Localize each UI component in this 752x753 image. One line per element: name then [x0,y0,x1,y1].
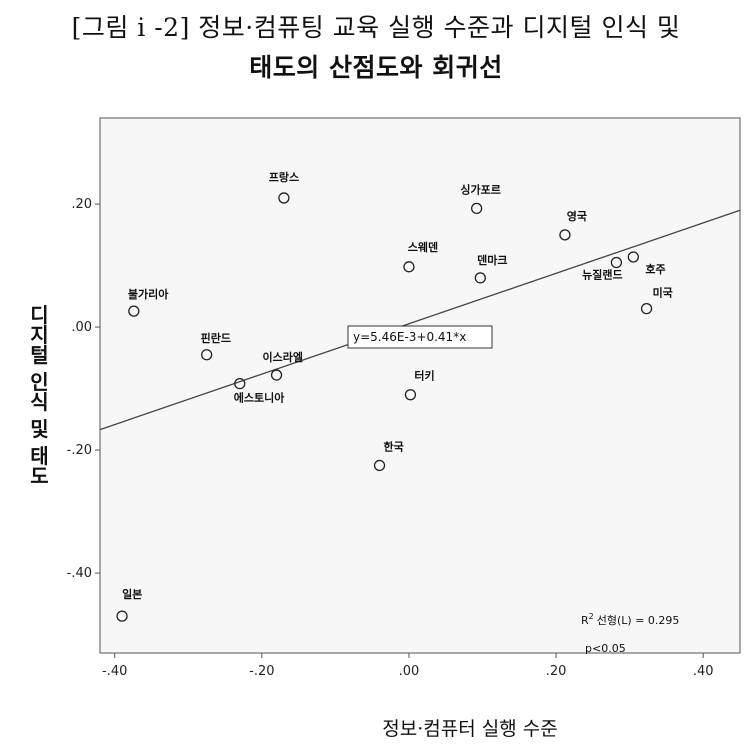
point-label: 일본 [122,587,142,601]
y-tick-label: -.20 [67,443,92,458]
x-tick-label: .00 [399,664,420,679]
point-label: 호주 [645,262,665,276]
point-label: 미국 [653,286,673,300]
equation-box [347,325,493,349]
data-point [128,305,140,317]
point-label: 핀란드 [201,331,231,345]
point-label: 싱가포르 [460,182,500,196]
point-label: 스웨덴 [408,240,438,254]
y-tick-label: .20 [71,197,92,212]
data-point [474,272,486,284]
data-point [640,302,653,315]
data-point [116,610,128,622]
y-axis-label: 디지털 인식 및 태도 [26,304,50,485]
data-point [610,256,623,269]
figure-title-line1: [그림 i -2] 정보·컴퓨팅 교육 실행 수준과 디지털 인식 및 [71,13,681,42]
point-label: 터키 [414,369,434,383]
x-tick-label: -.40 [102,664,127,679]
point-label: 뉴질랜드 [582,268,622,282]
point-label: 이스라엘 [263,350,303,364]
point-label: 영국 [567,210,587,223]
data-point [270,369,283,381]
point-label: 불가리아 [128,287,169,301]
regression-equation: y=5.46E-3+0.41*x [353,330,466,344]
point-label: 프랑스 [269,171,299,184]
regression-line [99,209,741,431]
data-point [201,349,213,361]
x-tick-label: -.20 [249,664,274,679]
figure-title-line2: 태도의 산점도와 회귀선 [249,53,503,82]
r-squared-label: R2 선형(L) = 0.295 [581,612,679,627]
data-point [470,202,483,215]
data-point [373,459,386,472]
point-label: 덴마크 [477,253,507,267]
data-point [404,389,417,401]
point-label: 에스토니아 [234,391,285,405]
y-tick-label: .00 [71,320,92,335]
y-tick-label: -.40 [67,566,92,581]
data-point [278,192,290,204]
data-point [403,261,415,273]
plot-area [99,117,741,654]
p-value-label: p<0.05 [585,642,626,655]
point-label: 한국 [384,439,404,453]
x-axis-label: 정보·컴퓨터 실행 수준 [382,718,557,740]
data-point [559,229,571,241]
data-point [627,251,639,263]
x-tick-label: .20 [546,664,567,679]
data-point [234,378,246,390]
x-tick-label: .40 [693,664,714,679]
